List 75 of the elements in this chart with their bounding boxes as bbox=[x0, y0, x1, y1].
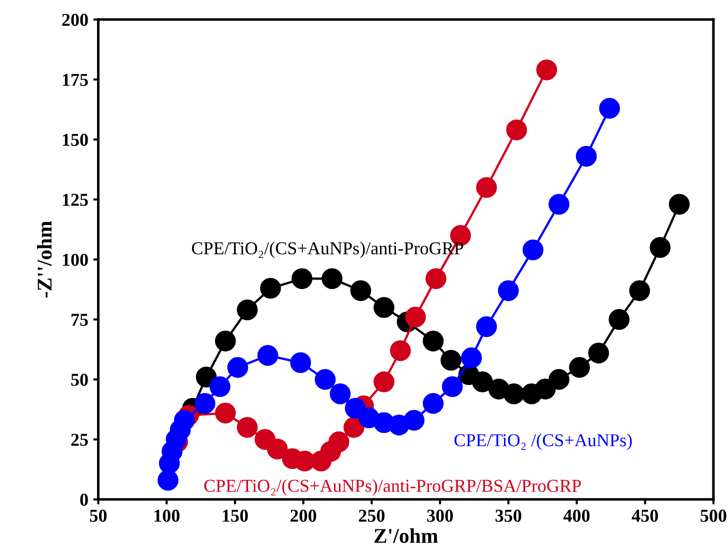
x-tick-label: 200 bbox=[290, 510, 316, 522]
y-tick-label: 200 bbox=[62, 14, 88, 26]
x-tick-label: 50 bbox=[90, 510, 107, 522]
point bbox=[174, 410, 195, 431]
x-tick-label: 400 bbox=[563, 510, 590, 522]
point bbox=[668, 194, 690, 215]
point bbox=[472, 371, 493, 392]
point bbox=[158, 470, 178, 491]
point bbox=[390, 340, 411, 362]
point bbox=[536, 60, 558, 80]
point bbox=[214, 402, 236, 424]
y-tick-label: 75 bbox=[72, 314, 88, 326]
point bbox=[236, 417, 258, 438]
point bbox=[629, 280, 650, 302]
point bbox=[422, 330, 444, 352]
x-tick-label: 500 bbox=[700, 510, 726, 522]
point bbox=[476, 316, 497, 338]
x-tick-label: 300 bbox=[427, 510, 453, 522]
point bbox=[266, 438, 288, 460]
x-tick-label: 350 bbox=[496, 510, 522, 522]
y-tick-label: 125 bbox=[62, 194, 88, 206]
point bbox=[442, 376, 463, 398]
point bbox=[608, 309, 630, 330]
y-tick-label: 175 bbox=[62, 74, 88, 86]
point bbox=[344, 398, 366, 419]
text: CPE/TiO₂/(CS+AuNPs)/anti-ProGRP/BSA/ProGRP bbox=[204, 479, 581, 496]
point bbox=[522, 239, 544, 260]
x-tick-label: 450 bbox=[632, 510, 658, 522]
point bbox=[328, 431, 350, 452]
y-tick-label: 0 bbox=[80, 494, 88, 506]
x-tick-label: 250 bbox=[358, 510, 385, 522]
point bbox=[569, 357, 590, 378]
point bbox=[599, 98, 620, 119]
point bbox=[506, 119, 528, 140]
point bbox=[548, 369, 570, 390]
point bbox=[422, 393, 444, 414]
y-tick-label: 100 bbox=[62, 254, 88, 266]
point bbox=[650, 237, 671, 258]
point bbox=[461, 347, 482, 368]
point bbox=[260, 278, 281, 299]
point bbox=[534, 378, 556, 400]
point bbox=[292, 268, 312, 290]
point bbox=[404, 410, 424, 431]
point bbox=[330, 383, 351, 404]
point bbox=[548, 194, 570, 215]
point bbox=[290, 352, 312, 374]
point bbox=[236, 299, 258, 320]
point bbox=[476, 177, 497, 198]
point bbox=[498, 280, 519, 302]
point bbox=[343, 417, 364, 438]
point bbox=[405, 306, 426, 328]
point bbox=[503, 383, 524, 404]
y-axis-title: -Z''/ohm bbox=[37, 221, 52, 298]
y-tick-label: 50 bbox=[71, 374, 88, 386]
point bbox=[196, 366, 217, 388]
point bbox=[440, 350, 462, 371]
point bbox=[374, 297, 394, 318]
point bbox=[314, 369, 336, 390]
point bbox=[350, 280, 372, 302]
point bbox=[210, 376, 230, 398]
point bbox=[194, 393, 216, 414]
series-label: CPE/TiO₂ /(CS+AuNPs) bbox=[454, 434, 632, 450]
point bbox=[588, 342, 610, 364]
point bbox=[257, 345, 278, 366]
point bbox=[576, 146, 597, 167]
x-tick-label: 150 bbox=[222, 510, 248, 522]
point bbox=[322, 268, 342, 290]
point bbox=[374, 371, 394, 392]
point bbox=[426, 268, 446, 290]
x-tick-label: 100 bbox=[154, 510, 180, 522]
y-tick-label: 150 bbox=[62, 134, 88, 146]
point bbox=[214, 330, 236, 352]
x-axis-title: Z'/ohm bbox=[374, 528, 438, 543]
point bbox=[227, 357, 248, 378]
y-tick-label: 25 bbox=[71, 434, 88, 446]
